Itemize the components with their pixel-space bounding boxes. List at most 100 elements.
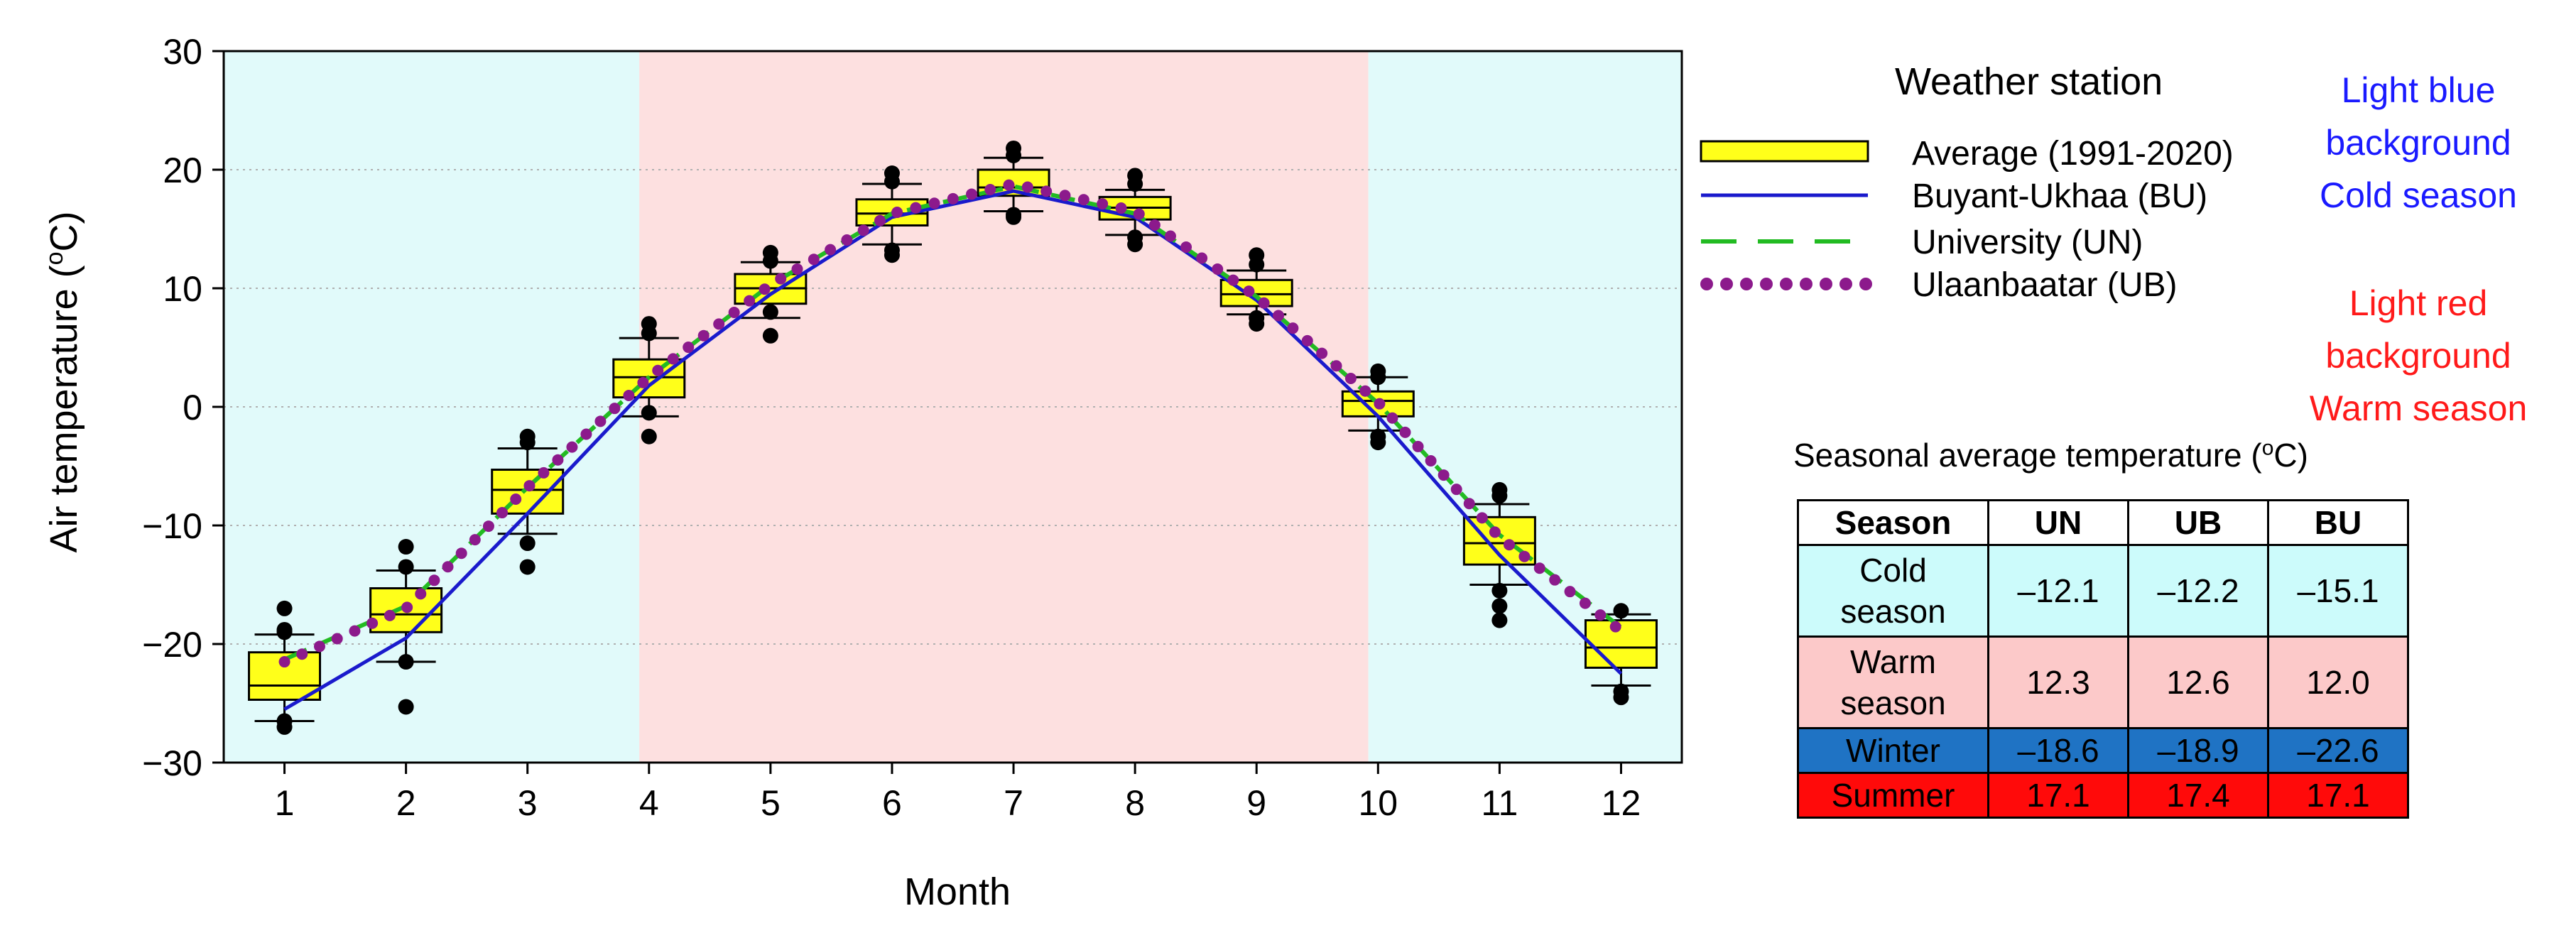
- legend-label: Buyant-Ukhaa (BU): [1912, 178, 2207, 215]
- y-tick-label: −30: [142, 743, 202, 783]
- table-row-warm-season: Warm season 12.3 12.6 12.0: [1797, 635, 2409, 729]
- x-tick-label: 12: [1602, 783, 1641, 823]
- outlier-point: [519, 535, 536, 552]
- note-line: background: [2325, 123, 2511, 163]
- y-axis-label: Air temperature (oC): [41, 211, 85, 552]
- outlier-point: [1491, 612, 1508, 628]
- box-month-12: [1584, 619, 1658, 669]
- value-cell: –12.1: [1987, 544, 2129, 638]
- outlier-point: [276, 719, 293, 735]
- legend-label: Average (1991-2020): [1912, 135, 2234, 173]
- y-tick-label: −20: [142, 625, 202, 665]
- x-tick-label: 1: [275, 783, 295, 823]
- x-tick-label: 3: [518, 783, 538, 823]
- value-cell: 17.1: [2267, 772, 2409, 819]
- outlier-point: [1127, 236, 1143, 253]
- value-cell: –18.9: [2127, 727, 2269, 774]
- x-tick-label: 7: [1004, 783, 1023, 823]
- season-cell: Summer: [1797, 772, 1989, 819]
- value-cell: 17.4: [2127, 772, 2269, 819]
- series-line-dotted: [278, 178, 1627, 668]
- outlier-point: [1613, 689, 1629, 706]
- x-axis-label: Month: [904, 871, 1011, 913]
- plot-area: [224, 51, 1682, 763]
- box-month-3: [491, 469, 565, 515]
- outlier-point: [276, 624, 293, 640]
- note-line: Light blue: [2341, 70, 2496, 110]
- outlier-point: [1370, 435, 1386, 451]
- value-cell: 17.1: [1987, 772, 2129, 819]
- x-tick-label: 2: [396, 783, 416, 823]
- warm-season-note: Light red background Warm season: [2266, 277, 2571, 435]
- x-tick-label: 5: [761, 783, 781, 823]
- table-row-winter: Winter –18.6 –18.9 –22.6: [1797, 727, 2409, 774]
- outlier-point: [1127, 176, 1143, 192]
- y-tick-label: −10: [142, 506, 202, 546]
- note-line: background: [2325, 336, 2511, 376]
- x-tick-label: 6: [882, 783, 902, 823]
- value-cell: 12.0: [2267, 635, 2409, 729]
- outlier-point: [641, 428, 657, 444]
- outlier-point: [519, 435, 536, 451]
- outlier-point: [1491, 582, 1508, 599]
- legend-label: University (UN): [1912, 224, 2143, 261]
- outlier-point: [1249, 256, 1265, 273]
- seasonal-average-table: Season UN UB BU Cold season –12.1 –12.2 –…: [1797, 499, 2409, 819]
- box-month-1: [248, 651, 322, 701]
- outlier-point: [519, 559, 536, 575]
- legend-label: Ulaanbaatar (UB): [1912, 266, 2178, 304]
- value-cell: 12.3: [1987, 635, 2129, 729]
- y-tick-label: 0: [183, 388, 202, 427]
- note-line: Warm season: [2309, 388, 2528, 428]
- outlier-point: [641, 405, 657, 421]
- table-row-cold-season: Cold season –12.1 –12.2 –15.1: [1797, 544, 2409, 638]
- x-tick-label: 8: [1125, 783, 1145, 823]
- outlier-point: [1006, 209, 1022, 225]
- value-cell: –18.6: [1987, 727, 2129, 774]
- outlier-point: [1370, 369, 1386, 386]
- header-season: Season: [1797, 499, 1989, 546]
- outlier-point: [1491, 488, 1508, 504]
- value-cell: –22.6: [2267, 727, 2409, 774]
- outlier-point: [884, 247, 900, 263]
- outlier-point: [762, 253, 778, 269]
- outlier-point: [1249, 316, 1265, 332]
- season-cell: Winter: [1797, 727, 1989, 774]
- x-tick-label: 4: [639, 783, 659, 823]
- legend-title: Weather station: [1895, 60, 2163, 103]
- outlier-point: [762, 327, 778, 344]
- outlier-point: [1613, 603, 1629, 619]
- outlier-point: [398, 654, 414, 670]
- outlier-point: [762, 304, 778, 320]
- legend: Weather station Average (1991-2020) Buyan…: [1700, 60, 2234, 304]
- outlier-point: [1006, 147, 1022, 163]
- table-header-row: Season UN UB BU: [1797, 499, 2409, 546]
- note-line: Light red: [2349, 283, 2488, 323]
- y-tick-label: 10: [163, 269, 202, 309]
- outlier-point: [641, 316, 657, 332]
- table-row-summer: Summer 17.1 17.4 17.1: [1797, 772, 2409, 819]
- legend-swatch-box: [1700, 140, 1869, 163]
- cold-season-note: Light blue background Cold season: [2283, 64, 2553, 222]
- outlier-point: [1491, 598, 1508, 614]
- outlier-point: [398, 539, 414, 555]
- x-tick-label: 10: [1358, 783, 1398, 823]
- season-cell: Warm season: [1797, 635, 1989, 729]
- x-tick-label: 11: [1481, 783, 1518, 823]
- value-cell: –12.2: [2127, 544, 2269, 638]
- table-title: Seasonal average temperature (oC): [1793, 436, 2308, 474]
- y-tick-label: 30: [163, 32, 202, 72]
- value-cell: –15.1: [2267, 544, 2409, 638]
- outlier-point: [884, 173, 900, 190]
- value-cell: 12.6: [2127, 635, 2269, 729]
- axes: Air temperature (oC) Month 30 20 10 0 −10 −20…: [41, 32, 1683, 913]
- season-cell: Cold season: [1797, 544, 1989, 638]
- header-bu: BU: [2267, 499, 2409, 546]
- outlier-point: [398, 559, 414, 575]
- note-line: Cold season: [2320, 175, 2517, 215]
- outlier-point: [276, 600, 293, 616]
- outlier-point: [398, 699, 414, 715]
- header-ub: UB: [2127, 499, 2269, 546]
- y-tick-label: 20: [163, 151, 202, 190]
